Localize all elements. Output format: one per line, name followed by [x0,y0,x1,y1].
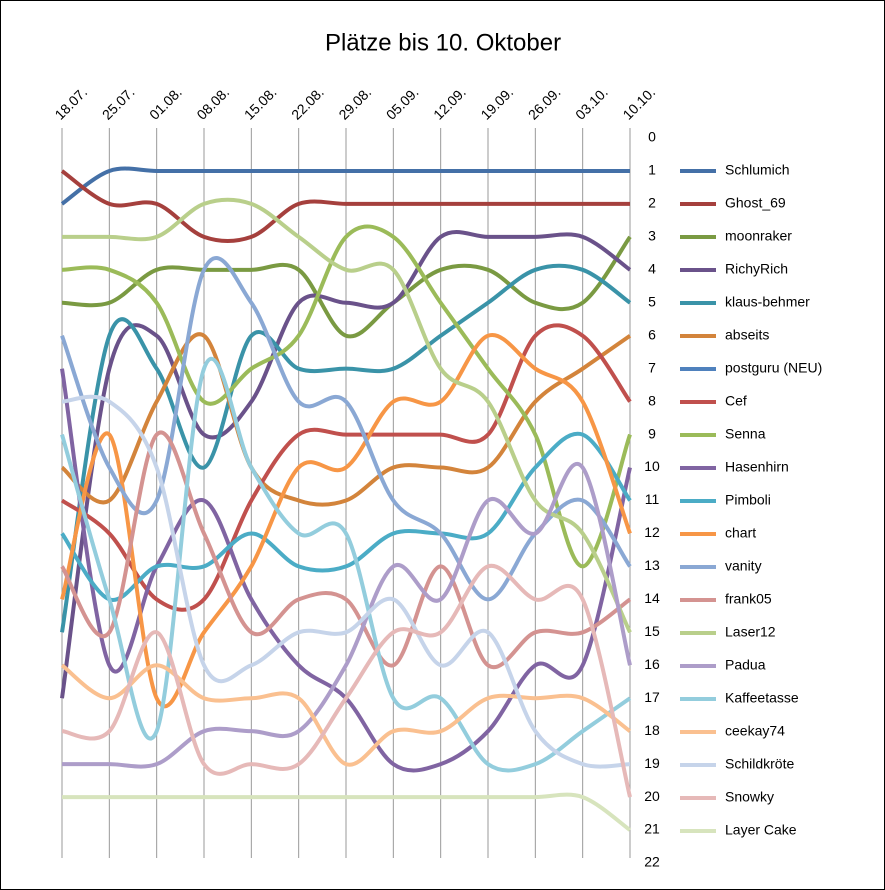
legend-label: moonraker [725,228,792,244]
y-tick-label: 10 [644,458,660,474]
series-line [60,368,632,773]
series-line [61,563,632,798]
legend-label: Layer Cake [725,822,797,838]
legend-label: Kaffeetasse [725,690,799,706]
legend-label: Pimboli [725,492,771,508]
legend-label: chart [725,525,756,541]
y-tick-label: 3 [648,228,656,244]
y-tick-label: 12 [644,524,660,540]
series-line [61,792,632,832]
y-tick-label: 20 [644,788,660,804]
legend-label: vanity [725,558,762,574]
series-line [61,394,631,769]
y-tick-label: 9 [648,425,656,441]
series-line [60,166,630,206]
legend-label: Hasenhirn [725,459,789,475]
y-tick-label: 2 [648,195,656,211]
legend-label: frank05 [725,591,772,607]
legend-label: Schlumich [725,162,790,178]
y-tick-label: 4 [648,261,656,277]
y-tick-label: 18 [644,722,660,738]
legend-label: Padua [725,657,766,673]
chart-title: Plätze bis 10. Oktober [325,29,561,56]
series-line [60,263,632,633]
series-line [60,356,632,773]
y-tick-label: 15 [644,623,660,639]
legend-label: abseits [725,327,769,343]
y-tick-label: 6 [648,326,656,342]
y-tick-label: 17 [644,689,660,705]
series-line [60,256,632,602]
series-line [60,169,630,243]
series-line [62,197,632,634]
legend-label: postguru (NEU) [725,360,822,376]
legend-label: Snowky [725,789,774,805]
y-tick-label: 5 [648,293,656,309]
series-line [60,323,632,612]
y-tick-label: 7 [648,359,656,375]
legend-label: klaus-behmer [725,294,810,310]
legend-label: ceekay74 [725,723,785,739]
series-line [62,462,632,769]
y-tick-label: 8 [648,392,656,408]
legend-label: Ghost_69 [725,195,786,211]
legend-label: Cef [725,393,747,409]
legend-label: Laser12 [725,624,776,640]
y-tick-label: 1 [648,162,656,178]
y-tick-label: 16 [644,656,660,672]
legend-label: Schildkröte [725,756,794,772]
y-tick-label: 19 [644,755,660,771]
series-line [61,224,632,569]
series-line [60,431,632,602]
series-line [60,332,632,507]
series-line [60,230,632,699]
legend-label: RichyRich [725,261,788,277]
y-tick-label: 13 [644,557,660,573]
legend-label: Senna [725,426,766,442]
y-tick-label: 14 [644,590,660,606]
series-line [61,235,632,339]
series-line [60,333,632,709]
y-tick-label: 11 [645,491,660,507]
series-line [60,663,632,767]
series-line [60,430,632,670]
y-tick-label: 21 [644,821,660,837]
y-tick-label: 0 [648,129,656,145]
y-tick-label: 22 [644,854,660,870]
